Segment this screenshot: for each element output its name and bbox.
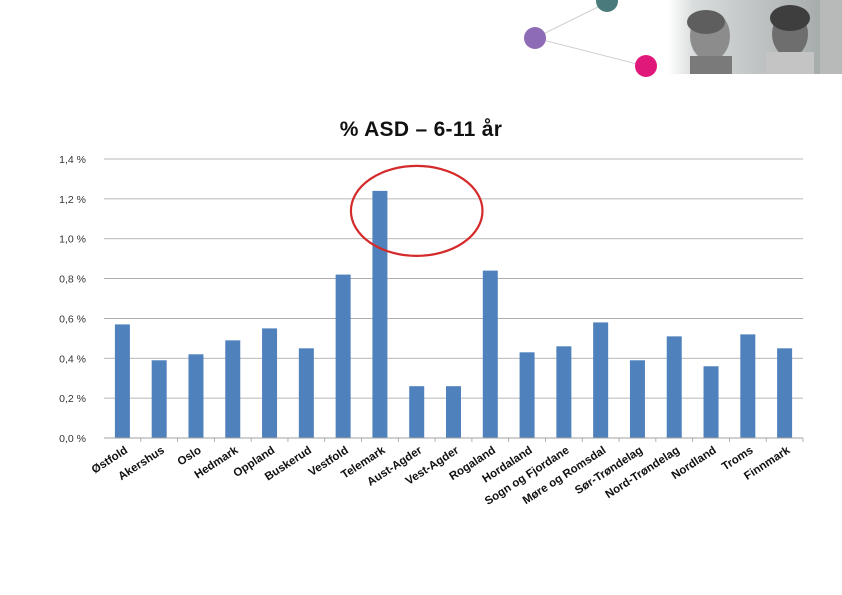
people-photo bbox=[668, 0, 842, 74]
bar bbox=[188, 354, 204, 438]
y-tick-label: 0,6 % bbox=[59, 313, 86, 325]
bar bbox=[446, 386, 461, 438]
bar bbox=[703, 366, 719, 438]
bar bbox=[335, 274, 351, 438]
highlight-circle bbox=[349, 164, 484, 257]
bar bbox=[151, 360, 167, 438]
bar bbox=[482, 270, 498, 438]
bar bbox=[409, 386, 425, 438]
bar bbox=[298, 348, 314, 438]
bar bbox=[225, 340, 241, 438]
gridlines bbox=[104, 158, 803, 399]
bars bbox=[114, 190, 804, 442]
y-tick-label: 0,4 % bbox=[59, 353, 86, 365]
x-tick-label: Oslo bbox=[176, 444, 204, 468]
bar bbox=[593, 322, 609, 438]
y-tick-label: 1,2 % bbox=[59, 194, 86, 206]
teal-dot bbox=[596, 0, 618, 12]
bar bbox=[262, 328, 278, 438]
bar bbox=[556, 346, 572, 438]
bar bbox=[666, 336, 682, 438]
connector-line bbox=[534, 37, 646, 67]
y-tick-label: 0,2 % bbox=[59, 393, 86, 405]
bar bbox=[114, 324, 130, 438]
y-tick-label: 1,0 % bbox=[59, 234, 86, 246]
purple-dot bbox=[524, 27, 546, 49]
y-axis-ticks: 0,0 % 0,2 % 0,4 % 0,6 % 0,8 % 1,0 % 1,2 % 1,4 % bbox=[59, 154, 86, 445]
y-tick-label: 1,4 % bbox=[59, 154, 86, 166]
bar bbox=[777, 348, 793, 438]
chart-title: % ASD – 6-11 år bbox=[339, 118, 503, 141]
header-decoration bbox=[60, 0, 842, 77]
y-tick-label: 0,8 % bbox=[59, 274, 86, 286]
y-tick-label: 0,0 % bbox=[59, 433, 86, 445]
magenta-dot bbox=[635, 55, 657, 77]
bar bbox=[629, 360, 645, 438]
bar bbox=[740, 334, 756, 438]
highlight-circles bbox=[349, 164, 484, 257]
bar bbox=[372, 190, 388, 438]
connector-line bbox=[534, 2, 607, 39]
bar bbox=[519, 352, 535, 438]
